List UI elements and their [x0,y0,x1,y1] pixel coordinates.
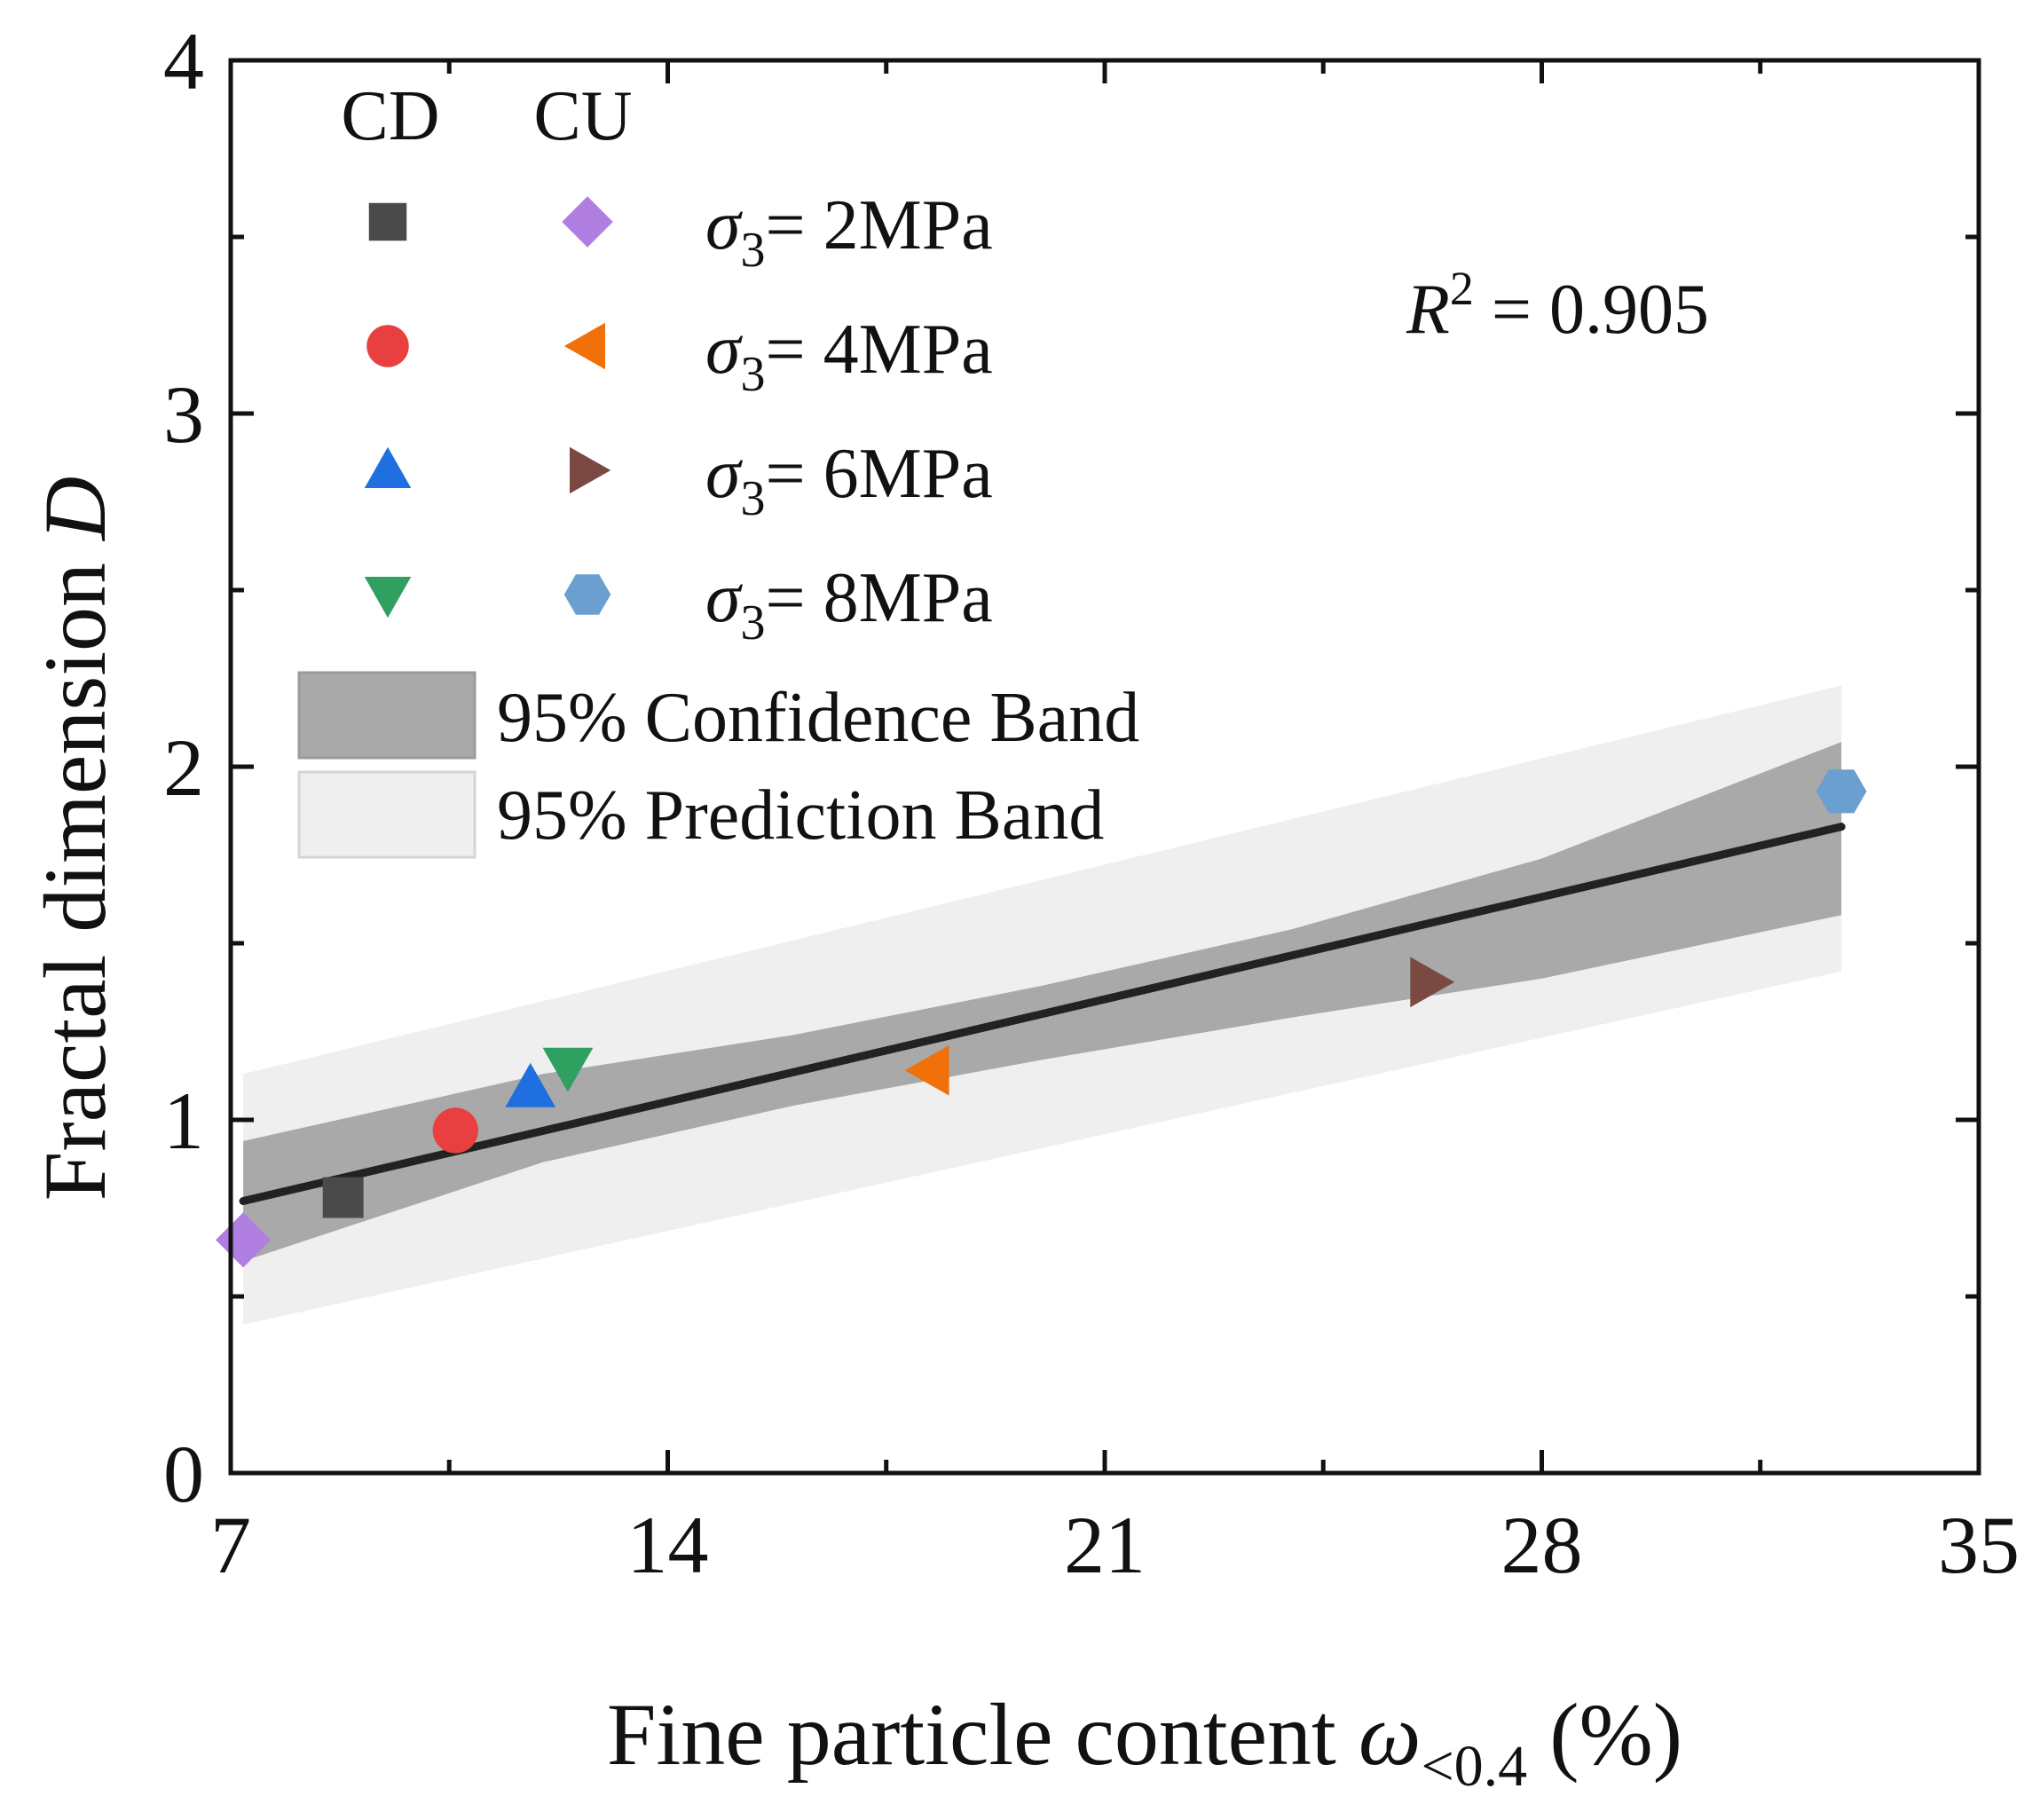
fit-line [239,823,1846,1206]
x-tick-label: 14 [627,1500,709,1590]
data-point-cu-1 [904,1044,949,1096]
legend-group-cd: CD [341,77,439,155]
legend-row-6mpa: σ3= 6MPa [705,435,993,526]
legend-marker-cu-0 [562,196,613,248]
y-axis-label: Fractal dimension D [26,477,124,1202]
legend-row-2mpa: σ3= 2MPa [705,186,993,278]
data-point-cd-3 [542,1047,594,1092]
legend-marker-cd-2 [364,446,412,488]
y-tick-label: 1 [163,1075,204,1166]
data-point-cu-2 [1410,957,1455,1008]
data-point-cd-2 [505,1062,556,1107]
y-tick-label: 4 [163,16,204,106]
legend-row-8mpa: σ3= 8MPa [705,559,993,650]
legend-rows: σ3= 2MPa σ3= 4MPa σ3= 6MPa σ3= 8MPa [705,186,993,650]
legend-marker-cd-3 [364,577,412,618]
legend-marker-cu-1 [563,322,605,370]
legend: CD CU σ3= 2MPa σ3= 4MPa σ3= 6MPa σ3= 8MP… [297,77,1139,859]
bands-layer [243,685,1842,1325]
data-point-cu-3 [1816,769,1867,814]
legend-prediction-label: 95% Prediction Band [497,776,1104,855]
r-squared-annotation: R2 = 0.905 [1406,262,1709,349]
data-point-cd-0 [322,1177,364,1218]
fit-line-layer [239,823,1846,1206]
y-tick-label: 2 [163,722,204,813]
legend-confidence-label: 95% Confidence Band [497,679,1139,757]
legend-confidence-swatch [297,671,477,760]
confidence-band [243,742,1842,1262]
x-tick-label: 28 [1501,1500,1583,1590]
legend-row-4mpa: σ3= 4MPa [705,311,993,402]
x-tick-label: 7 [210,1500,251,1590]
y-tick-label: 0 [163,1429,204,1519]
data-point-cd-1 [432,1107,478,1154]
legend-marker-cd-1 [366,325,409,367]
axes-layer [228,58,1981,1476]
legend-marker-cu-3 [563,574,611,615]
x-tick-label: 35 [1938,1500,2020,1590]
legend-marker-cu-2 [570,446,611,494]
x-axis-label: Fine particle content ω<0.4 (%) [607,1685,1682,1799]
legend-group-cu: CU [533,77,632,155]
legend-marker-cd-0 [368,202,407,241]
legend-prediction-swatch [297,770,477,859]
legend-markers [364,196,613,618]
y-tick-label: 3 [163,369,204,460]
x-tick-label: 21 [1064,1500,1146,1590]
tick-labels-layer: 7 14 21 28 35 0 1 2 3 4 [163,16,2020,1590]
